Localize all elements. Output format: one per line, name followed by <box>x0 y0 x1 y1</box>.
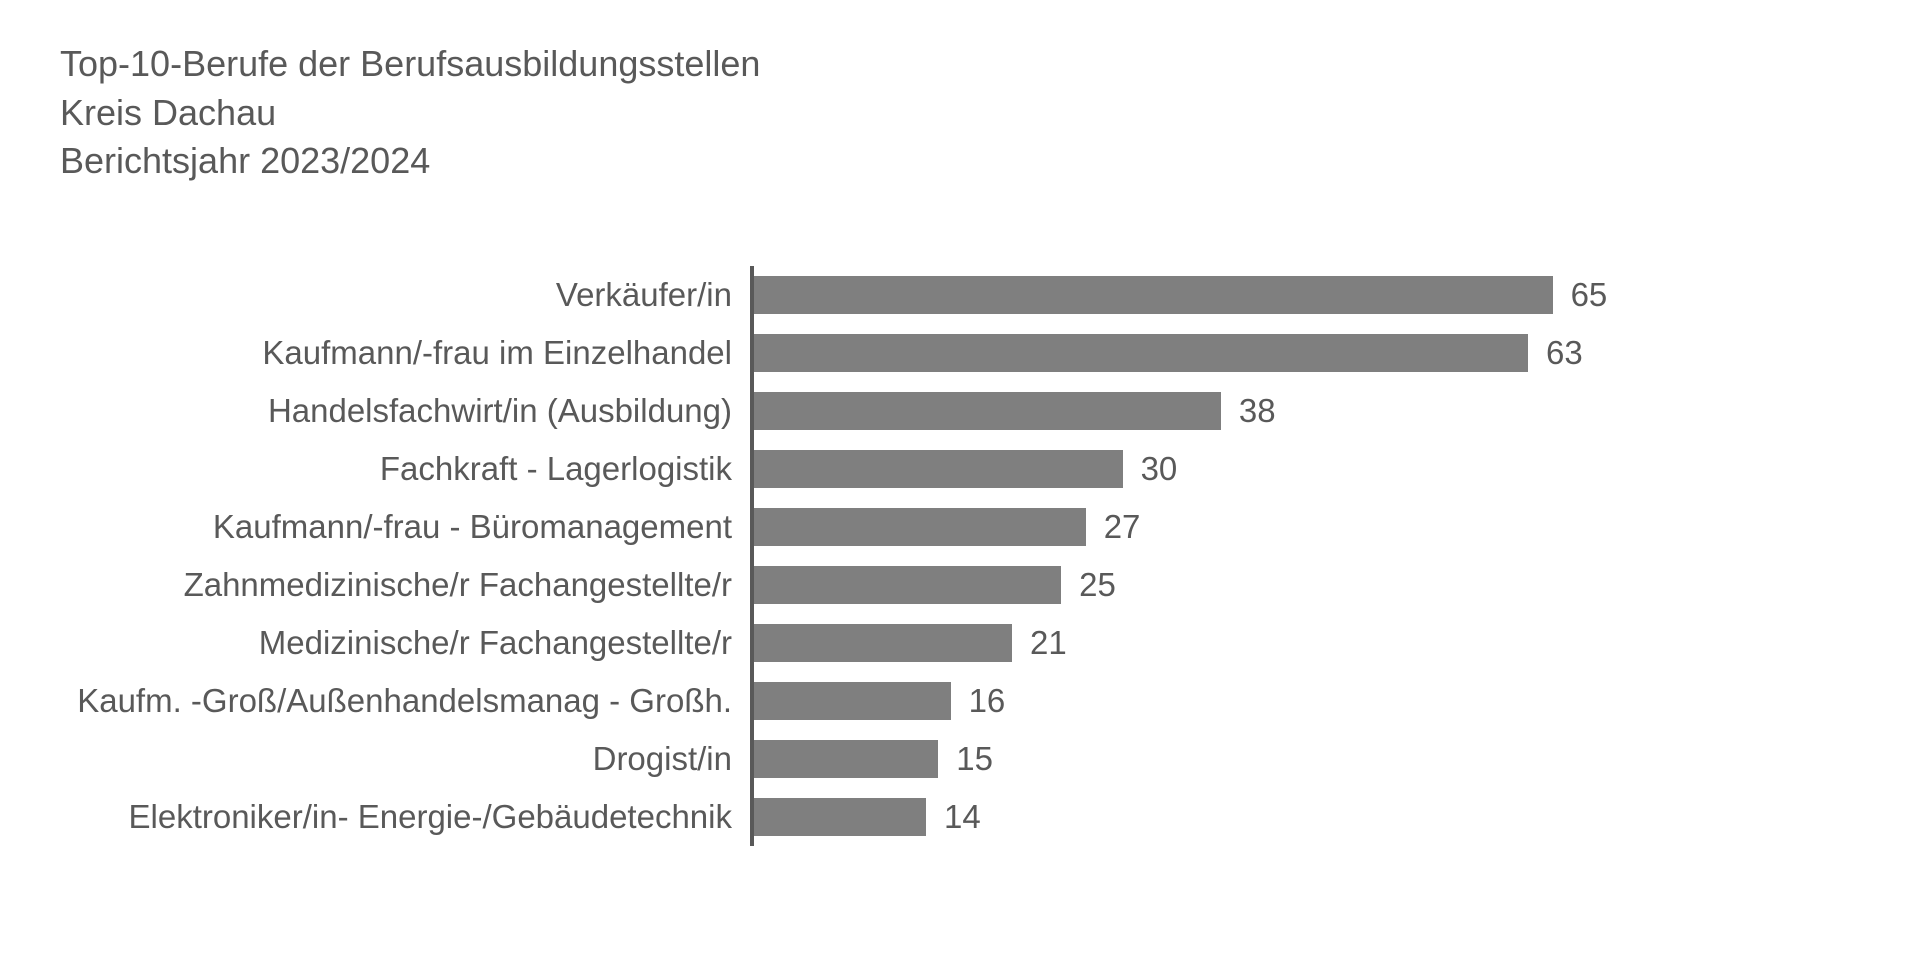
bar <box>754 508 1086 546</box>
category-label: Zahnmedizinische/r Fachangestellte/r <box>60 566 750 604</box>
category-label: Elektroniker/in- Energie-/Gebäudetechnik <box>60 798 750 836</box>
chart-row: Zahnmedizinische/r Fachangestellte/r 25 <box>60 556 1860 614</box>
bar <box>754 566 1061 604</box>
bar <box>754 450 1123 488</box>
chart-title-line-3: Berichtsjahr 2023/2024 <box>60 137 1860 186</box>
axis-area: 21 <box>750 614 1860 672</box>
value-label: 15 <box>938 740 993 778</box>
chart-row: Medizinische/r Fachangestellte/r 21 <box>60 614 1860 672</box>
chart-row: Kaufmann/-frau im Einzelhandel 63 <box>60 324 1860 382</box>
value-label: 38 <box>1221 392 1276 430</box>
category-label: Handelsfachwirt/in (Ausbildung) <box>60 392 750 430</box>
value-label: 14 <box>926 798 981 836</box>
bar <box>754 624 1012 662</box>
value-label: 65 <box>1553 276 1608 314</box>
chart-row: Kaufmann/-frau - Büromanagement 27 <box>60 498 1860 556</box>
category-label: Drogist/in <box>60 740 750 778</box>
chart-title-line-1: Top-10-Berufe der Berufsausbildungsstell… <box>60 40 1860 89</box>
value-label: 16 <box>951 682 1006 720</box>
chart-row: Drogist/in 15 <box>60 730 1860 788</box>
chart-row: Verkäufer/in 65 <box>60 266 1860 324</box>
axis-area: 14 <box>750 788 1860 846</box>
category-label: Kaufmann/-frau - Büromanagement <box>60 508 750 546</box>
bar <box>754 682 951 720</box>
chart-title-block: Top-10-Berufe der Berufsausbildungsstell… <box>60 40 1860 186</box>
category-label: Kaufmann/-frau im Einzelhandel <box>60 334 750 372</box>
axis-area: 38 <box>750 382 1860 440</box>
axis-area: 15 <box>750 730 1860 788</box>
axis-area: 16 <box>750 672 1860 730</box>
value-label: 30 <box>1123 450 1178 488</box>
value-label: 27 <box>1086 508 1141 546</box>
bar-chart: Verkäufer/in 65 Kaufmann/-frau im Einzelha… <box>60 266 1860 846</box>
axis-area: 30 <box>750 440 1860 498</box>
axis-area: 25 <box>750 556 1860 614</box>
axis-area: 65 <box>750 266 1860 324</box>
axis-area: 63 <box>750 324 1860 382</box>
bar <box>754 334 1528 372</box>
value-label: 63 <box>1528 334 1583 372</box>
value-label: 21 <box>1012 624 1067 662</box>
bar <box>754 276 1553 314</box>
bar <box>754 392 1221 430</box>
category-label: Kaufm. -Groß/Außenhandelsmanag - Großh. <box>60 682 750 720</box>
category-label: Medizinische/r Fachangestellte/r <box>60 624 750 662</box>
category-label: Verkäufer/in <box>60 276 750 314</box>
bar <box>754 798 926 836</box>
chart-row: Handelsfachwirt/in (Ausbildung) 38 <box>60 382 1860 440</box>
chart-row: Fachkraft - Lagerlogistik 30 <box>60 440 1860 498</box>
chart-title-line-2: Kreis Dachau <box>60 89 1860 138</box>
value-label: 25 <box>1061 566 1116 604</box>
chart-row: Kaufm. -Groß/Außenhandelsmanag - Großh. 1… <box>60 672 1860 730</box>
axis-area: 27 <box>750 498 1860 556</box>
bar <box>754 740 938 778</box>
chart-row: Elektroniker/in- Energie-/Gebäudetechnik… <box>60 788 1860 846</box>
category-label: Fachkraft - Lagerlogistik <box>60 450 750 488</box>
